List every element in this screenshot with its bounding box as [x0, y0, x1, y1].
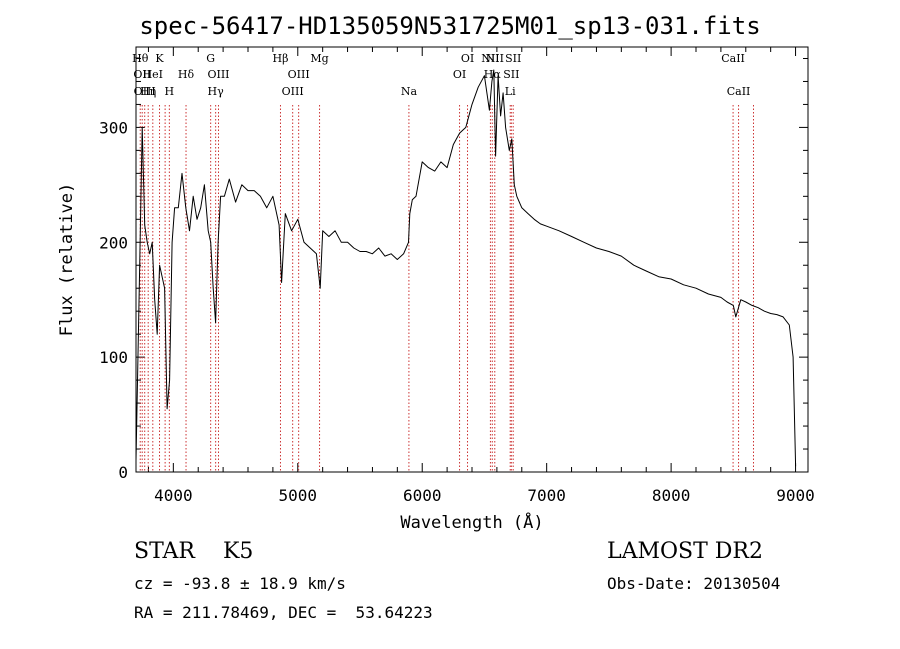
spectral-line-label: Hη	[140, 85, 156, 98]
x-tick-label: 7000	[527, 486, 566, 505]
spectral-line-label: OI	[453, 68, 466, 81]
spectral-line-label: Hγ	[208, 85, 225, 98]
spectral-line-label: NII	[486, 52, 504, 65]
x-tick-label: 6000	[403, 486, 442, 505]
x-tick-label: 9000	[776, 486, 815, 505]
spectral-line-label: OI	[461, 52, 474, 65]
x-tick-label: 4000	[154, 486, 193, 505]
sky-coordinates: RA = 211.78469, DEC = 53.64223	[134, 603, 433, 622]
spectral-line-label: Hβ	[273, 52, 289, 65]
spectral-line-label: H	[165, 85, 175, 98]
redshift-velocity: cz = -93.8 ± 18.9 km/s	[134, 574, 346, 593]
spectral-line-label: CaII	[727, 85, 751, 98]
spectral-line-label: G	[206, 52, 215, 65]
y-tick-label: 200	[99, 233, 128, 252]
x-tick-label: 5000	[279, 486, 318, 505]
class-label: STAR K5	[134, 539, 254, 564]
y-tick-label: 100	[99, 348, 128, 367]
spectral-line-label: OIII	[207, 68, 229, 81]
spectral-line-label: NII	[481, 52, 499, 65]
spectral-line-label: HeI	[143, 68, 163, 81]
plot-frame	[135, 46, 809, 473]
spectral-line-label: Hδ	[178, 68, 195, 81]
survey-name: LAMOST DR2	[607, 539, 763, 564]
spectral-line-label: CaII	[721, 52, 745, 65]
spectral-line-label: Mg	[310, 52, 328, 65]
spectrum-line	[135, 69, 797, 467]
spectral-line-label: Na	[401, 85, 418, 98]
y-axis-label: Flux (relative)	[57, 183, 77, 337]
y-tick-label: 0	[118, 463, 128, 482]
x-axis-label: Wavelength (Å)	[400, 511, 543, 533]
x-tick-label: 8000	[652, 486, 691, 505]
spectral-line-label: SII	[505, 52, 521, 65]
chart-title: spec-56417-HD135059N531725M01_sp13-031.f…	[139, 12, 760, 40]
spectral-line-label: K	[155, 52, 164, 65]
spectral-line-label: OIII	[134, 85, 156, 98]
spectral-line-label: OIII	[282, 85, 304, 98]
spectral-line-label: OII	[133, 68, 151, 81]
spectral-line-label: SII	[503, 68, 519, 81]
spectral-line-label: Hθ	[132, 52, 149, 65]
observation-date: Obs-Date: 20130504	[607, 574, 781, 593]
y-tick-label: 300	[99, 118, 128, 137]
spectral-line-label: Li	[505, 85, 516, 98]
spectral-line-label: OIII	[288, 68, 310, 81]
